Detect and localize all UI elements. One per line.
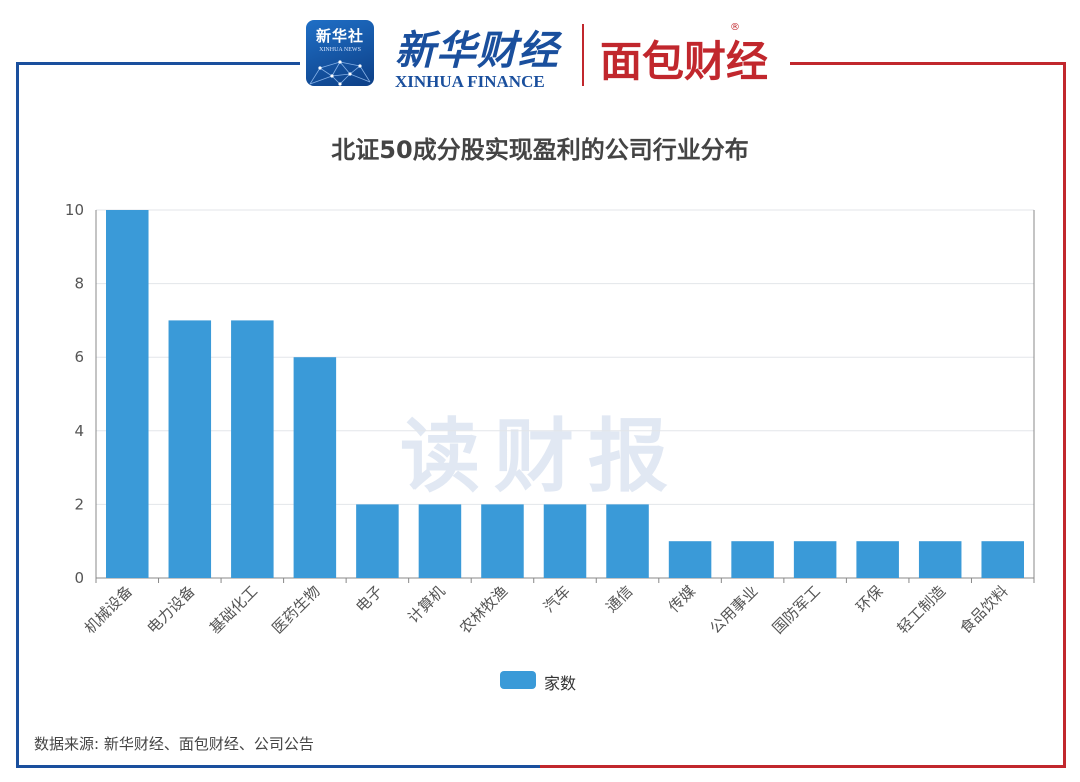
y-tick-label: 2: [74, 495, 84, 513]
bar: [668, 541, 712, 578]
frame-top-left-line: [16, 62, 300, 65]
bar: [606, 504, 649, 578]
x-tick-label: 食品饮料: [956, 582, 1011, 637]
frame-bottom-right-line: [540, 765, 1066, 768]
x-tick-label: 汽车: [540, 582, 574, 616]
bar: [356, 504, 399, 578]
watermark: 读财报: [400, 410, 682, 503]
bar: [481, 504, 524, 578]
frame-left-line: [16, 62, 19, 768]
brand-divider: [582, 24, 584, 86]
bar: [418, 504, 462, 578]
legend-label: 家数: [544, 674, 577, 693]
xinhua-finance-logo-cn: 新华财经: [395, 27, 559, 74]
x-tick-label: 机械设备: [81, 582, 136, 637]
x-tick-label: 农林牧渔: [456, 582, 511, 637]
x-tick-label: 通信: [602, 582, 636, 616]
x-tick-label: 传媒: [665, 582, 699, 616]
frame-top-right-line: [790, 62, 1066, 65]
bar: [981, 541, 1024, 578]
x-tick-label: 电力设备: [143, 582, 198, 637]
xinhua-finance-logo-en: XINHUA FINANCE: [395, 72, 545, 91]
y-tick-label: 4: [74, 422, 84, 440]
y-tick-label: 8: [74, 275, 84, 293]
x-tick-label: 环保: [853, 582, 887, 616]
x-tick-label: 医药生物: [269, 582, 324, 637]
xinhua-badge-text: 新华社: [315, 27, 364, 45]
bar: [231, 320, 274, 578]
registered-mark: ®: [730, 22, 740, 33]
frame-right-line: [1063, 62, 1066, 768]
bar: [731, 541, 774, 578]
bar: [856, 541, 899, 578]
legend-swatch: [500, 671, 536, 689]
x-tick-label: 电子: [352, 582, 386, 616]
bar: [793, 541, 837, 578]
x-tick-label: 公用事业: [706, 582, 761, 637]
y-tick-label: 0: [74, 569, 84, 587]
bar: [918, 541, 962, 578]
x-tick-label: 基础化工: [206, 582, 261, 637]
bar: [543, 504, 587, 578]
globe-network-icon: [309, 60, 371, 86]
x-tick-label: 计算机: [404, 582, 449, 627]
x-tick-label: 轻工制造: [894, 582, 949, 637]
xinhua-news-logo: 新华社 XINHUA NEWS: [306, 20, 374, 86]
y-tick-label: 10: [65, 201, 84, 219]
xinhua-badge-subtext: XINHUA NEWS: [319, 47, 361, 53]
mianbao-finance-logo: 面包财经: [600, 37, 769, 86]
bar: [106, 210, 149, 578]
x-tick-label: 国防军工: [769, 582, 824, 637]
data-source-note: 数据来源: 新华财经、面包财经、公司公告: [34, 735, 314, 753]
bar: [293, 357, 337, 578]
bar: [168, 320, 212, 578]
y-tick-label: 6: [74, 348, 84, 366]
chart-title: 北证50成分股实现盈利的公司行业分布: [331, 136, 749, 164]
frame-bottom-left-line: [16, 765, 540, 768]
